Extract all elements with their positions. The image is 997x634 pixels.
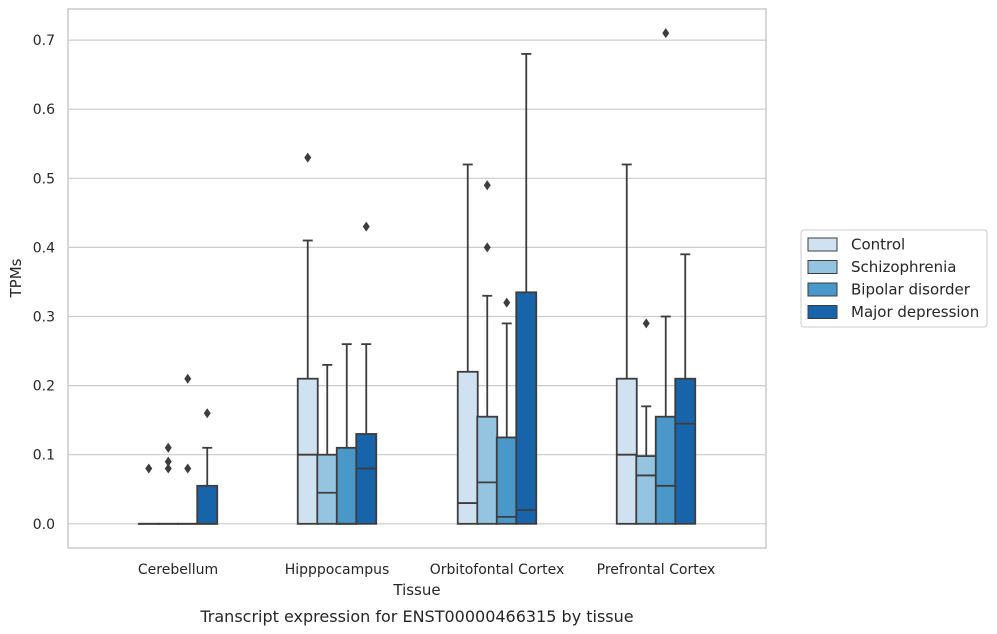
box-iqr: [296, 377, 319, 525]
legend-swatch: [807, 305, 838, 319]
box-iqr: [355, 433, 378, 525]
outlier-point: [203, 408, 211, 419]
outlier-point: [184, 373, 192, 384]
legend-label: Bipolar disorder: [851, 281, 971, 299]
legend-swatch: [807, 282, 838, 297]
y-tick-labels: 0.0 0.1 0.2 0.3 0.4 0.5 0.6 0.7: [33, 33, 55, 533]
outlier-point: [642, 318, 650, 329]
box-schizophrenia: [635, 318, 658, 525]
legend-label: Schizophrenia: [851, 258, 956, 276]
y-tick-label: 0.2: [33, 379, 55, 395]
y-tick-label: 0.4: [33, 240, 55, 256]
legend-swatch: [807, 260, 838, 274]
legend: Control Schizophrenia Bipolar disorder Majo…: [800, 229, 988, 328]
outlier-point: [145, 463, 153, 474]
box-iqr: [196, 484, 219, 525]
plot-frame: [67, 8, 767, 549]
chart-caption: Transcript expression for ENST0000046631…: [199, 607, 633, 626]
y-tick-label: 0.7: [33, 33, 55, 49]
y-axis-label: TPMs: [7, 258, 25, 298]
box-iqr: [456, 370, 479, 525]
y-tick-label: 0.6: [33, 102, 55, 118]
y-tick-label: 0.5: [33, 171, 55, 187]
outlier-point: [304, 152, 312, 163]
box-bipolar-disorder: [495, 297, 518, 525]
box-iqr: [335, 446, 358, 525]
outlier-point: [662, 28, 670, 39]
outlier-point: [184, 463, 192, 474]
box-bipolar-disorder: [335, 343, 358, 525]
box-major-depression: [515, 53, 538, 525]
box-iqr: [674, 377, 697, 525]
box-schizophrenia: [157, 442, 180, 525]
outlier-point: [362, 221, 370, 232]
y-tick-label: 0.0: [33, 517, 55, 533]
outlier-point: [483, 180, 491, 191]
outlier-point: [483, 242, 491, 253]
x-tick-label: Cerebellum: [138, 562, 218, 578]
box-control: [296, 152, 319, 525]
box-schizophrenia: [476, 180, 499, 525]
box-iqr: [654, 415, 677, 525]
box-major-depression: [196, 408, 219, 525]
box-control: [456, 163, 479, 525]
outlier-point: [164, 442, 172, 453]
box-groups: [137, 28, 697, 525]
x-tick-label: Prefrontal Cortex: [597, 562, 716, 578]
x-tick-labels: Cerebellum Hipppocampus Orbitofontal Corte…: [138, 562, 715, 578]
outlier-point: [164, 463, 172, 474]
legend-frame: [800, 229, 988, 328]
box-iqr: [515, 291, 538, 525]
x-tick-label: Orbitofontal Cortex: [430, 562, 565, 578]
box-control: [615, 163, 638, 525]
outlier-point: [164, 456, 172, 467]
box-iqr: [316, 453, 339, 525]
box-iqr: [615, 377, 638, 525]
box-iqr: [635, 455, 658, 525]
x-axis-label: Tissue: [392, 581, 440, 599]
legend-label: Control: [851, 236, 905, 254]
y-tick-label: 0.1: [33, 448, 55, 464]
legend-swatch: [807, 237, 838, 252]
outlier-point: [503, 297, 511, 308]
x-tick-label: Hipppocampus: [285, 562, 390, 578]
y-tick-label: 0.3: [33, 310, 55, 326]
box-iqr: [495, 436, 518, 525]
box-major-depression: [674, 253, 697, 525]
legend-label: Major depression: [851, 303, 979, 321]
box-major-depression: [355, 221, 378, 525]
box-iqr: [476, 415, 499, 525]
box-bipolar-disorder: [176, 373, 199, 525]
box-bipolar-disorder: [654, 28, 677, 525]
